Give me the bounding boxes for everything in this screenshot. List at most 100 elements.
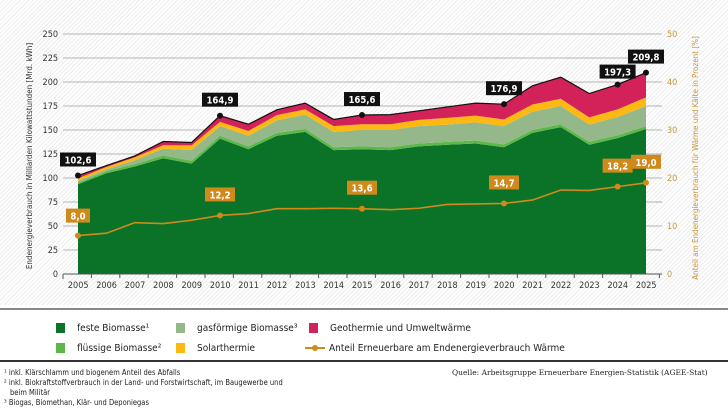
legend-swatch [176,343,185,353]
footnote-1: ¹ inkl. Klärschlamm und biogenem Anteil … [4,368,181,377]
x-tick-label: 2017 [409,281,430,291]
x-tick-label: 2010 [210,281,231,291]
share-label: 13,6 [351,184,372,195]
y2-tick-label: 10 [667,222,677,232]
legend-item-fluessig: flüssige Biomasse² [56,342,161,354]
x-tick-label: 2020 [494,281,515,291]
share-point [643,179,649,186]
total-label: 164,9 [206,96,233,107]
y-tick-label: 200 [43,78,58,88]
legend-swatch [309,323,318,333]
x-tick-label: 2016 [380,281,401,291]
y2-tick-label: 40 [667,78,677,88]
x-tick-label: 2025 [636,281,657,291]
x-tick-label: 2023 [579,281,600,291]
total-label: 165,6 [348,95,375,106]
x-tick-label: 2011 [238,281,259,291]
share-point [614,183,621,190]
x-tick-label: 2005 [68,281,89,291]
total-label-box [344,92,380,107]
y2-tick-label: 0 [667,270,672,280]
chart-svg: 0 25 50 75 100 125 150 175 200 225 250 0 10 20 30 40 50 2… [25,30,700,291]
x-tick-label: 2022 [551,281,572,291]
legend-item-feste: feste Biomasse¹ [56,322,149,334]
legend-item-geo: Geothermie und Umweltwärme [309,322,471,334]
share-label-box [347,180,377,195]
y-axis-label: Endenergieverbrauch in Milliarden Kilowa… [25,43,34,269]
share-point [217,212,223,219]
share-point [75,232,81,239]
x-tick-label: 2007 [125,281,146,291]
y-tick-label: 225 [43,54,58,64]
total-point [614,81,621,88]
y2-tick-label: 50 [667,30,677,40]
legend-label: gasförmige Biomasse³ [197,322,298,334]
total-point [217,112,223,119]
total-point [359,112,365,119]
share-label: 8,0 [70,212,85,223]
x-tick-label: 2008 [153,281,174,291]
total-point [75,172,81,179]
share-label-box [631,154,661,169]
legend-label: Solarthermie [197,342,256,354]
x-tick-label: 2013 [295,281,316,291]
area-gasförmige-biomasse- [78,106,646,183]
x-tick-label: 2015 [352,281,373,291]
legend-label: Geothermie und Umweltwärme [330,322,471,334]
share-point [501,200,507,207]
legend-item-solar: Solarthermie [176,342,255,354]
chart-area: 0 25 50 75 100 125 150 175 200 225 250 0 10 20 30 40 50 2… [0,0,728,305]
y-tick-label: 25 [48,246,58,256]
total-label: 176,9 [490,84,517,95]
y-tick-label: 50 [48,222,58,232]
total-label: 197,3 [604,68,631,79]
share-label-box [66,208,90,223]
share-point [359,205,365,212]
y-tick-label: 75 [48,198,58,208]
legend-label: feste Biomasse¹ [77,322,150,334]
legend: feste Biomasse¹ flüssige Biomasse² gasfö… [0,308,728,362]
y2-tick-label: 20 [667,174,677,184]
source: Quelle: Arbeitsgruppe Erneuerbare Energi… [452,368,708,377]
share-label-box [602,158,633,173]
legend-line-marker [305,343,325,353]
legend-swatch [56,323,65,333]
total-label-box [628,49,664,64]
share-label-box [205,187,235,202]
legend-item-share: Anteil Erneuerbare am Endenergieverbrauc… [305,342,565,354]
footnote-2: ² inkl. Biokraftstoffverbrauch in der La… [4,378,283,387]
legend-label: Anteil Erneuerbare am Endenergieverbrauc… [329,342,565,354]
total-label: 102,6 [64,156,91,167]
total-point [643,69,649,76]
share-label: 18,2 [607,162,628,173]
total-label-box [202,92,238,107]
footnote-2-cont: beim Militär [10,388,51,397]
y-tick-label: 0 [53,270,58,280]
y-tick-label: 100 [43,174,58,184]
legend-swatch [56,343,65,353]
legend-label: flüssige Biomasse² [77,342,162,354]
total-label-box [486,81,522,96]
total-label: 209,8 [632,53,659,64]
x-tick-label: 2012 [267,281,288,291]
y-tick-label: 125 [43,150,58,160]
legend-swatch [176,323,185,333]
x-tick-label: 2009 [181,281,202,291]
legend-item-gas: gasförmige Biomasse³ [176,322,297,334]
total-label-box [60,152,96,167]
y-tick-label: 175 [43,102,58,112]
area-feste-biomasse- [78,127,646,275]
footnote-3: ³ Biogas, Biomethan, Klär- und Deponiega… [4,398,149,407]
x-tick-label: 2024 [607,281,628,291]
x-tick-label: 2021 [522,281,543,291]
share-label: 14,7 [493,178,514,189]
y2-axis-label: Anteil am Endenergieverbrauch für Wärme … [691,36,700,280]
x-tick-label: 2006 [96,281,117,291]
share-label-box [489,175,519,190]
share-label: 19,0 [635,158,656,169]
y-tick-label: 150 [43,126,58,136]
y2-tick-label: 30 [667,126,677,136]
share-label: 12,2 [209,190,230,201]
x-tick-label: 2019 [465,281,486,291]
footnotes: ¹ inkl. Klärschlamm und biogenem Anteil … [4,368,283,408]
